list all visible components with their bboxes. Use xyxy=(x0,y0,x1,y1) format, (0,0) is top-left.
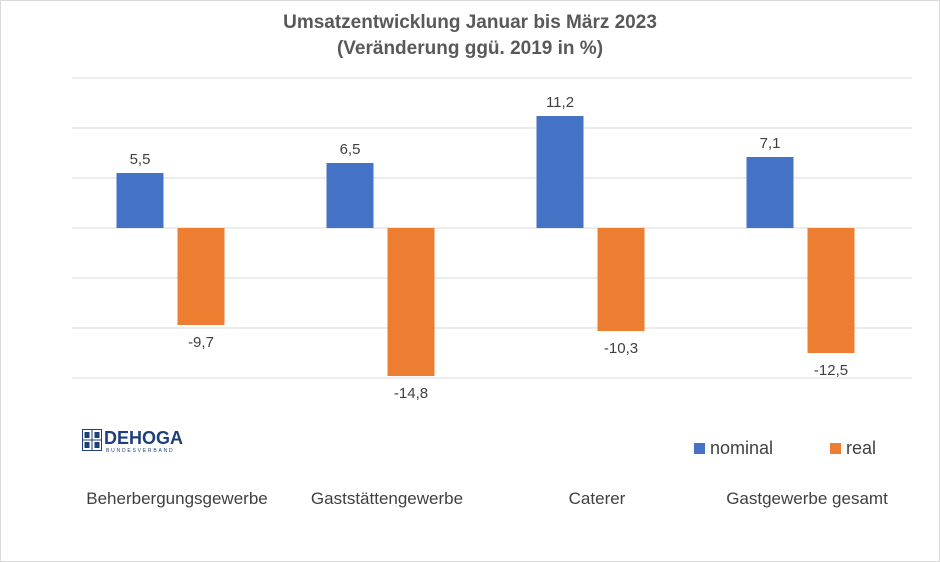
bar-nominal xyxy=(116,173,164,228)
chart-title: Umsatzentwicklung Januar bis März 2023 (… xyxy=(0,10,940,62)
bar-real xyxy=(177,228,225,325)
bar-nominal xyxy=(326,163,374,228)
bar-real xyxy=(387,228,435,376)
bar-real xyxy=(597,228,645,331)
data-label-nominal: 7,1 xyxy=(760,135,781,152)
category-label: Gastgewerbe gesamt xyxy=(726,489,888,508)
bar-real xyxy=(807,228,855,353)
data-label-nominal: 5,5 xyxy=(130,151,151,168)
dehoga-logo-subtitle: BUNDESVERBAND xyxy=(106,448,175,454)
legend-swatch-real xyxy=(830,443,841,454)
data-label-nominal: 6,5 xyxy=(340,141,361,158)
dehoga-logo-text: DEHOGA xyxy=(104,428,184,448)
data-label-real: -14,8 xyxy=(394,385,428,402)
data-label-nominal: 11,2 xyxy=(546,94,574,111)
bar-nominal xyxy=(536,116,584,228)
bar-nominal xyxy=(746,157,794,228)
legend-label-real: real xyxy=(846,438,877,458)
category-label: Beherbergungsgewerbe xyxy=(86,489,267,508)
chart-subtitle: (Veränderung ggü. 2019 in %) xyxy=(336,38,604,59)
chart-title-line1: Umsatzentwicklung Januar bis März 2023 xyxy=(283,12,657,33)
legend-label-nominal: nominal xyxy=(710,438,774,458)
legend-swatch-nominal xyxy=(694,443,705,454)
category-label: Caterer xyxy=(569,489,626,508)
dehoga-logo-icon xyxy=(82,429,102,451)
data-label-real: -10,3 xyxy=(604,340,638,357)
data-label-real: -12,5 xyxy=(814,362,848,379)
data-label-real: -9,7 xyxy=(188,334,214,351)
dehoga-logo: DEHOGA BUNDESVERBAND xyxy=(82,428,202,456)
category-label: Gaststättengewerbe xyxy=(311,489,463,508)
